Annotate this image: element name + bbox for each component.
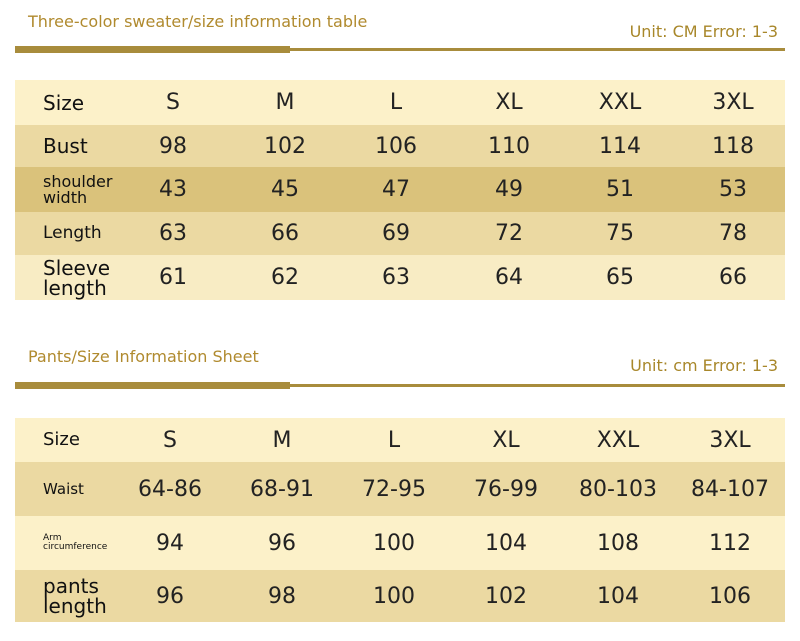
cell-value: 65 <box>606 265 634 290</box>
cell-value: 96 <box>268 530 296 556</box>
cell-value: 63 <box>159 221 187 246</box>
size-header: XL <box>492 427 520 453</box>
cell-value: 78 <box>719 221 747 246</box>
cell-value: 80-103 <box>579 476 657 502</box>
cell-value: 53 <box>719 177 747 202</box>
cell-value: 69 <box>382 221 410 246</box>
cell-value: 100 <box>373 530 415 556</box>
section-title: Pants/Size Information Sheet <box>28 347 259 366</box>
size-header: 3XL <box>712 90 754 115</box>
row-label: Arm circumference <box>43 533 108 552</box>
cell-value: 49 <box>495 177 523 202</box>
cell-value: 84-107 <box>691 476 769 502</box>
size-header: M <box>272 427 292 453</box>
cell-value: 100 <box>373 583 415 609</box>
row-label: Sleeve length <box>43 255 111 300</box>
row-label: Length <box>43 223 102 243</box>
cell-value: 61 <box>159 265 187 290</box>
cell-value: 66 <box>719 265 747 290</box>
cell-value: 96 <box>156 583 184 609</box>
cell-value: 104 <box>597 583 639 609</box>
cell-value: 64-86 <box>138 476 202 502</box>
cell-value: 43 <box>159 177 187 202</box>
row-label: Waist <box>43 479 84 498</box>
size-header: XXL <box>596 427 640 453</box>
row-label: Size <box>43 429 80 450</box>
table-row: Size S M L XL XXL 3XL <box>15 80 785 125</box>
cell-value: 62 <box>271 265 299 290</box>
divider <box>15 384 785 387</box>
cell-value: 51 <box>606 177 634 202</box>
cell-value: 114 <box>599 133 641 159</box>
table-row: pants length 96 98 100 102 104 106 <box>15 570 785 622</box>
row-label: shoulder width <box>43 171 113 207</box>
cell-value: 68-91 <box>250 476 314 502</box>
cell-value: 98 <box>268 583 296 609</box>
cell-value: 106 <box>709 583 751 609</box>
cell-value: 47 <box>382 177 410 202</box>
size-header: S <box>163 427 177 453</box>
cell-value: 72-95 <box>362 476 426 502</box>
section-title: Three-color sweater/size information tab… <box>28 12 368 31</box>
table-row: Bust 98 102 106 110 114 118 <box>15 125 785 167</box>
size-header: XL <box>495 90 523 115</box>
divider-accent <box>15 46 290 53</box>
cell-value: 76-99 <box>474 476 538 502</box>
size-header: XXL <box>598 90 642 115</box>
table-row: Waist 64-86 68-91 72-95 76-99 80-103 84-107 <box>15 462 785 516</box>
unit-note: Unit: CM Error: 1-3 <box>629 22 778 41</box>
row-label: Size <box>43 90 85 115</box>
cell-value: 63 <box>382 265 410 290</box>
row-label: Bust <box>43 134 88 158</box>
cell-value: 102 <box>485 583 527 609</box>
table-row: Sleeve length 61 62 63 64 65 66 <box>15 255 785 300</box>
row-label: pants length <box>43 574 107 618</box>
cell-value: 94 <box>156 530 184 556</box>
cell-value: 110 <box>488 133 530 159</box>
cell-value: 106 <box>375 133 417 159</box>
size-header: S <box>166 90 180 115</box>
divider <box>15 48 785 51</box>
cell-value: 64 <box>495 265 523 290</box>
divider-accent <box>15 382 290 389</box>
cell-value: 104 <box>485 530 527 556</box>
cell-value: 75 <box>606 221 634 246</box>
cell-value: 98 <box>159 133 187 159</box>
table-row: Length 63 66 69 72 75 78 <box>15 212 785 255</box>
size-header: 3XL <box>709 427 751 453</box>
unit-note: Unit: cm Error: 1-3 <box>630 356 778 375</box>
size-header: L <box>387 427 401 453</box>
cell-value: 118 <box>712 133 754 159</box>
cell-value: 72 <box>495 221 523 246</box>
cell-value: 102 <box>264 133 306 159</box>
table-row: shoulder width 43 45 47 49 51 53 <box>15 167 785 212</box>
size-header: M <box>275 90 295 115</box>
size-header: L <box>389 90 403 115</box>
table-row: Size S M L XL XXL 3XL <box>15 418 785 462</box>
table-row: Arm circumference 94 96 100 104 108 112 <box>15 516 785 570</box>
cell-value: 66 <box>271 221 299 246</box>
cell-value: 112 <box>709 530 751 556</box>
cell-value: 108 <box>597 530 639 556</box>
cell-value: 45 <box>271 177 299 202</box>
